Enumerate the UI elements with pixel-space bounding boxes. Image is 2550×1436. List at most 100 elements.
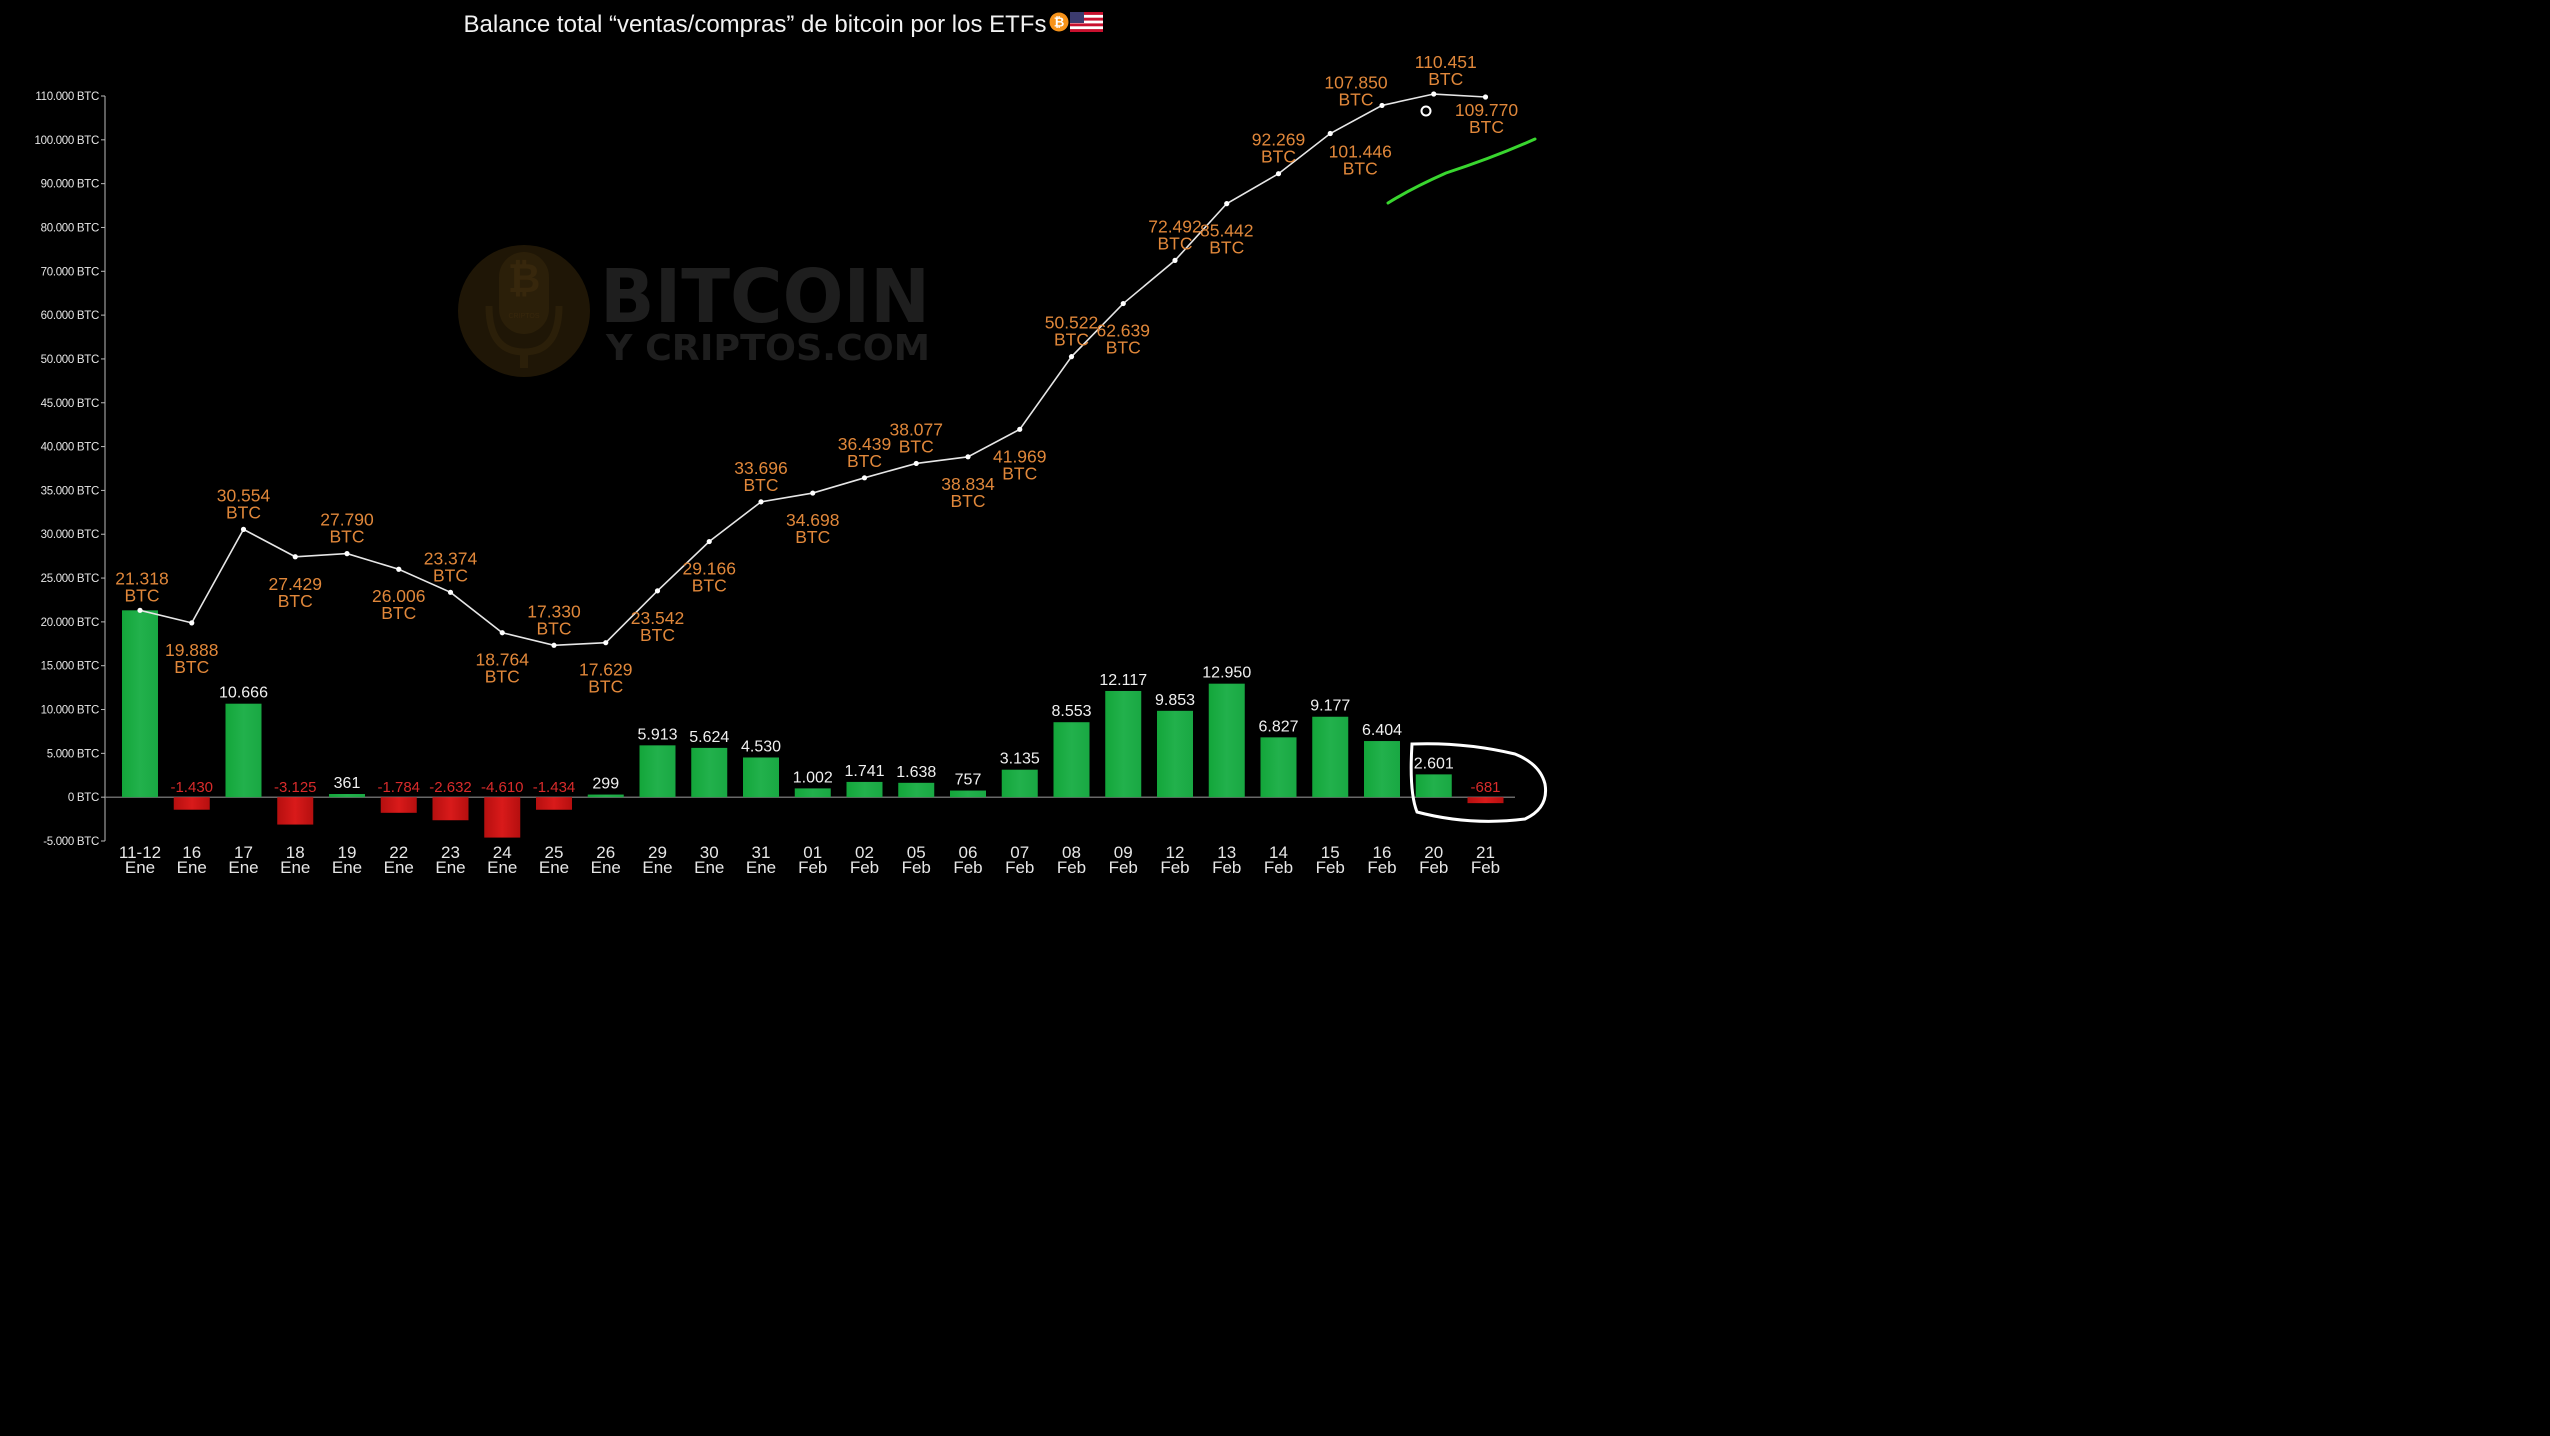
bar: [950, 790, 986, 798]
line-point: [189, 620, 195, 626]
annotation-circle: [1409, 742, 1548, 823]
y-tick-label: 25.000 BTC: [41, 573, 99, 585]
line-value-label: 23.374: [424, 548, 478, 568]
x-tick-label-month: Ene: [694, 858, 724, 877]
line-value-label: 38.834: [941, 474, 995, 494]
x-tick-label-day: 31: [752, 843, 771, 862]
line-point: [913, 460, 919, 467]
y-tick-label: 80.000 BTC: [41, 222, 99, 234]
bar-value-label-negative: -2.632: [429, 779, 472, 796]
line-unit-label: BTC: [278, 591, 313, 611]
line-unit-label: BTC: [1054, 330, 1089, 350]
line-unit-label: BTC: [692, 576, 727, 596]
bar: [1312, 716, 1349, 798]
line-value-label: 29.166: [682, 559, 736, 579]
bar: [329, 794, 365, 798]
x-tick-label-month: Ene: [384, 858, 414, 877]
y-tick-label: 30.000 BTC: [41, 529, 99, 541]
bar-value-label: 2.601: [1414, 755, 1454, 772]
watermark-title: BITCOIN: [600, 254, 930, 340]
x-tick-label-month: Ene: [177, 858, 207, 877]
line-value-label: 21.318: [115, 568, 169, 588]
line-value-label: 19.888: [165, 640, 219, 660]
x-tick-label-month: Ene: [591, 858, 621, 877]
line-value-label: 92.269: [1252, 130, 1306, 150]
bar: [1208, 683, 1245, 798]
line-unit-label: BTC: [174, 657, 209, 677]
bar: [587, 794, 624, 798]
x-tick-label-day: 01: [803, 843, 822, 862]
x-tick-label-month: Feb: [1005, 858, 1034, 877]
x-tick-label-day: 13: [1217, 843, 1236, 862]
axes: -5.000 BTC 0 BTC 5.000 BTC 10.000 BTC 15.000…: [35, 91, 1515, 877]
bitcoin-icon: ₿: [1049, 12, 1069, 32]
watermark-microphone-icon: [499, 252, 549, 334]
bar: [691, 747, 728, 798]
line-point: [706, 538, 712, 545]
bar: [846, 781, 883, 798]
line-value-label: 107.850: [1324, 72, 1388, 92]
x-tick-label-month: Feb: [1471, 858, 1500, 877]
x-tick-label-month: Feb: [1212, 858, 1241, 877]
bar: [1260, 737, 1297, 798]
line-value-label: 34.698: [786, 510, 840, 530]
line-point: [447, 589, 454, 595]
y-tick-label: 10.000 BTC: [41, 705, 99, 717]
line-point: [965, 454, 971, 460]
x-tick-label-month: Feb: [1109, 858, 1138, 877]
x-tick-label-day: 30: [700, 843, 719, 862]
line-point: [654, 588, 661, 594]
title-text: Balance total “ventas/compras” de bitcoi…: [463, 10, 1047, 38]
y-tick-label: 15.000 BTC: [41, 661, 99, 673]
line-point: [292, 554, 298, 560]
x-tick-label-month: Feb: [1367, 858, 1396, 877]
x-tick-label-day: 14: [1269, 843, 1288, 862]
line-point: [1275, 171, 1282, 177]
x-tick-label-day: 17: [234, 843, 253, 862]
x-tick-label-month: Feb: [1264, 858, 1293, 877]
bar: [380, 797, 417, 813]
bar-value-label-negative: -681: [1470, 779, 1500, 796]
annotations: [1386, 105, 1548, 823]
line-value-label: 26.006: [372, 586, 426, 606]
line-unit-label: BTC: [1469, 117, 1504, 137]
y-tick-label: 100.000 BTC: [35, 135, 99, 147]
svg-text:₿: ₿: [1054, 16, 1065, 31]
line-unit-label: BTC: [1158, 233, 1193, 253]
line-unit-label: BTC: [744, 475, 779, 495]
bar: [794, 788, 831, 798]
bar-value-label-negative: -3.125: [274, 779, 317, 796]
bar-value-label-negative: -1.430: [170, 779, 213, 796]
title-icon-svg: ₿: [1049, 12, 1104, 32]
line-point: [1172, 257, 1178, 263]
x-tick-label-month: Ene: [746, 858, 776, 877]
x-tick-label-month: Ene: [332, 858, 362, 877]
bar-value-label: 8.553: [1051, 703, 1091, 720]
x-tick-label-month: Feb: [850, 858, 879, 877]
line-value-label: 30.554: [217, 485, 271, 505]
bar: [173, 797, 210, 810]
bar: [1001, 769, 1038, 798]
x-tick-label-day: 06: [959, 843, 978, 862]
bar-value-label: 4.530: [741, 738, 781, 755]
line-value-label: 17.629: [579, 660, 633, 680]
x-tick-label-month: Ene: [487, 858, 517, 877]
line-unit-label: BTC: [381, 603, 416, 623]
bar-value-label: 5.913: [637, 726, 677, 743]
bar-value-label: 12.117: [1099, 672, 1147, 689]
bar-value-label: 1.638: [896, 764, 936, 781]
line-point: [499, 630, 505, 636]
bar-value-label-negative: -1.784: [377, 779, 420, 796]
bar: [898, 782, 935, 798]
line-point: [137, 607, 143, 613]
line-value-label: 38.077: [889, 419, 943, 439]
bar-value-label: 1.741: [844, 763, 884, 780]
line-unit-label: BTC: [1002, 463, 1037, 483]
line-point: [758, 499, 764, 505]
line-point: [551, 642, 557, 648]
bar: [1467, 797, 1504, 804]
line-value-label: 50.522: [1045, 313, 1099, 333]
bar-value-label-negative: -4.610: [481, 779, 524, 796]
y-tick-label: 45.000 BTC: [41, 398, 99, 410]
bar: [122, 610, 158, 798]
